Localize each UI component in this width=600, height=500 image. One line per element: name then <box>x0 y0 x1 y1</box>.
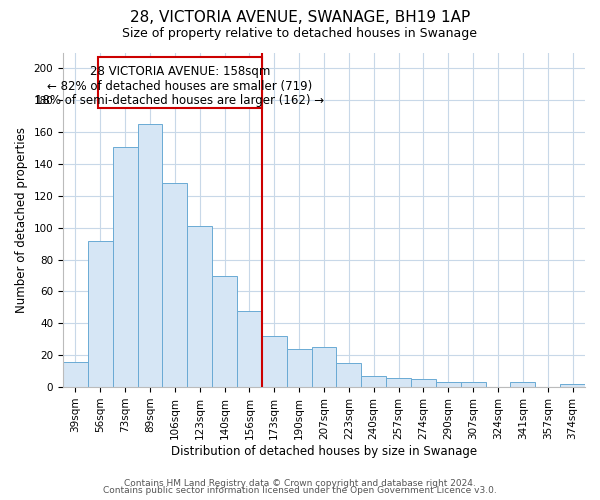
Bar <box>113 146 137 387</box>
Bar <box>63 362 88 387</box>
Bar <box>511 382 535 387</box>
Bar <box>212 276 237 387</box>
Bar <box>461 382 485 387</box>
Bar <box>262 336 287 387</box>
Text: 28, VICTORIA AVENUE, SWANAGE, BH19 1AP: 28, VICTORIA AVENUE, SWANAGE, BH19 1AP <box>130 10 470 25</box>
Bar <box>187 226 212 387</box>
X-axis label: Distribution of detached houses by size in Swanage: Distribution of detached houses by size … <box>171 444 477 458</box>
Bar <box>88 240 113 387</box>
Bar <box>337 363 361 387</box>
Text: Size of property relative to detached houses in Swanage: Size of property relative to detached ho… <box>122 28 478 40</box>
Bar <box>560 384 585 387</box>
Text: Contains HM Land Registry data © Crown copyright and database right 2024.: Contains HM Land Registry data © Crown c… <box>124 478 476 488</box>
FancyBboxPatch shape <box>98 58 262 108</box>
Bar <box>311 348 337 387</box>
Bar <box>386 378 411 387</box>
Bar <box>237 310 262 387</box>
Bar <box>163 183 187 387</box>
Y-axis label: Number of detached properties: Number of detached properties <box>15 127 28 313</box>
Text: Contains public sector information licensed under the Open Government Licence v3: Contains public sector information licen… <box>103 486 497 495</box>
Bar <box>287 349 311 387</box>
Bar <box>137 124 163 387</box>
Text: 28 VICTORIA AVENUE: 158sqm: 28 VICTORIA AVENUE: 158sqm <box>89 65 270 78</box>
Text: ← 82% of detached houses are smaller (719): ← 82% of detached houses are smaller (71… <box>47 80 313 92</box>
Bar <box>411 379 436 387</box>
Text: 18% of semi-detached houses are larger (162) →: 18% of semi-detached houses are larger (… <box>35 94 325 107</box>
Bar <box>436 382 461 387</box>
Bar <box>361 376 386 387</box>
